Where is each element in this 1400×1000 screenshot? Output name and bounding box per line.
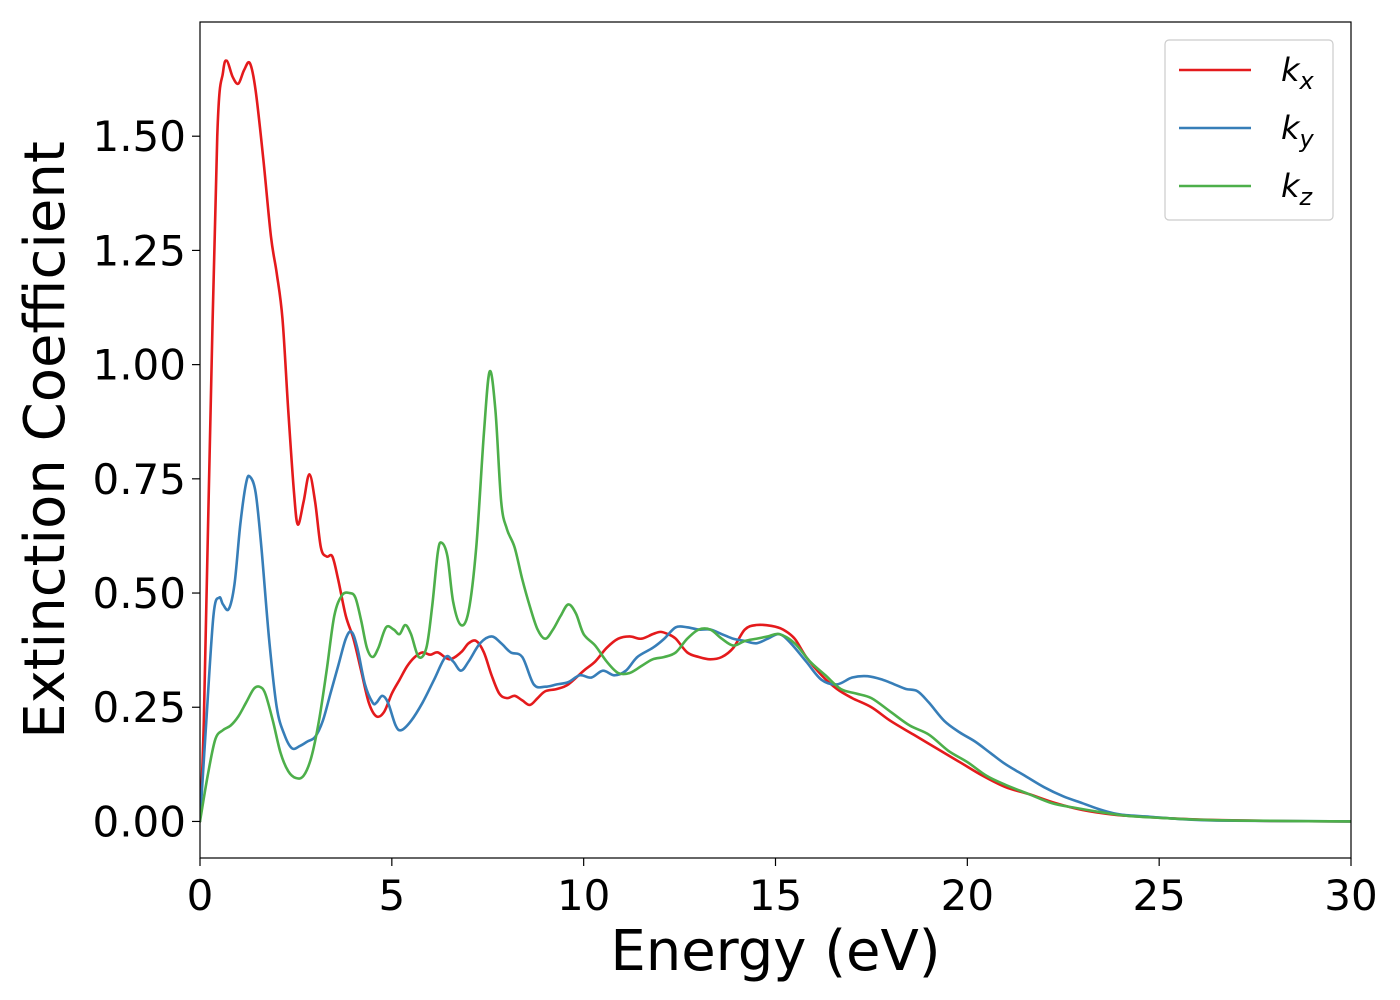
legend-label-y: ky <box>1281 109 1315 153</box>
legend-label-x: kx <box>1281 51 1315 95</box>
legend-label-z: kz <box>1281 167 1314 211</box>
y-tick-label: 1.25 <box>92 226 186 275</box>
y-axis-ticks: 0.00 0.25 0.50 0.75 1.00 1.25 1.50 <box>92 112 200 846</box>
x-tick-label: 30 <box>1324 871 1377 920</box>
y-tick-label: 0.25 <box>92 683 186 732</box>
series-line-k-y <box>200 474 1351 823</box>
series-layer <box>200 59 1351 823</box>
x-tick-label: 5 <box>378 871 405 920</box>
x-axis-ticks: 0 5 10 15 20 25 30 <box>187 858 1378 920</box>
y-tick-label: 1.50 <box>92 112 186 161</box>
legend: kx ky kz <box>1164 39 1334 221</box>
y-tick-label: 1.00 <box>92 341 186 390</box>
y-axis-title: Extinction Coefficient <box>13 141 78 739</box>
series-line-k-x <box>200 59 1351 823</box>
y-tick-label: 0.75 <box>92 455 186 504</box>
x-tick-label: 10 <box>557 871 610 920</box>
y-tick-label: 0.00 <box>92 797 186 846</box>
legend-box <box>1164 39 1334 221</box>
series-line-k-z <box>200 369 1351 823</box>
y-tick-label: 0.50 <box>92 569 186 618</box>
x-axis-title: Energy (eV) <box>610 919 940 984</box>
x-tick-label: 25 <box>1132 871 1185 920</box>
x-tick-label: 20 <box>941 871 994 920</box>
x-tick-label: 0 <box>187 871 214 920</box>
x-tick-label: 15 <box>749 871 802 920</box>
